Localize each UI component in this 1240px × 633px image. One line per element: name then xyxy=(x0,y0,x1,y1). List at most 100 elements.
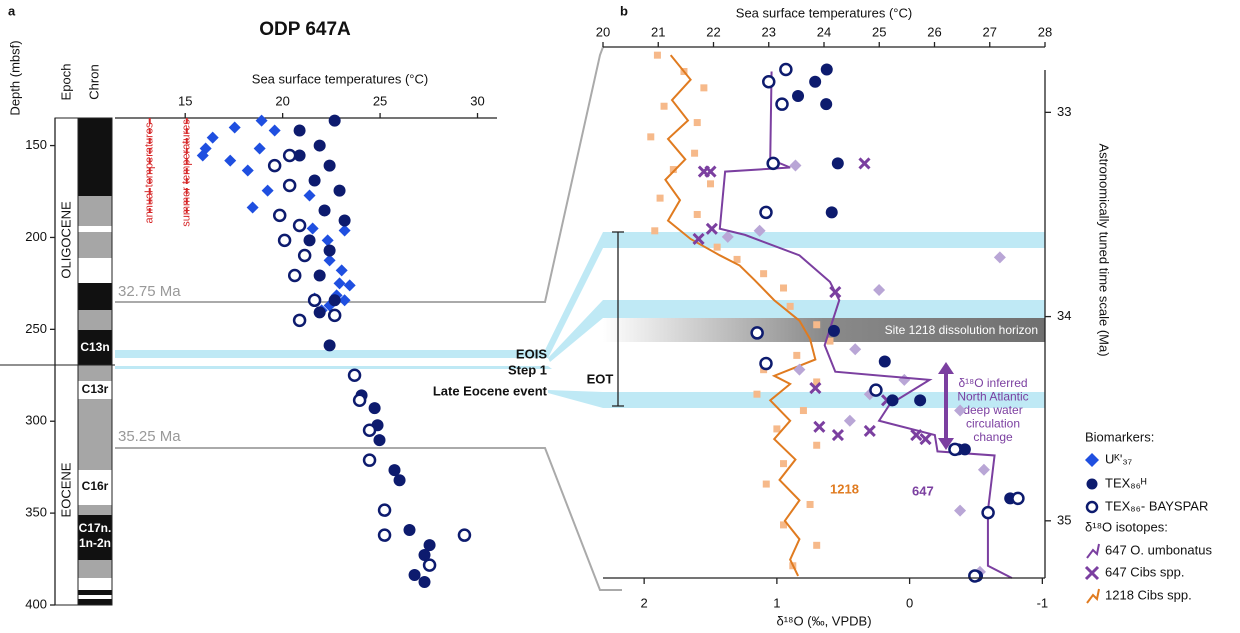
point xyxy=(653,51,661,59)
point xyxy=(328,114,341,127)
point xyxy=(762,480,770,488)
x2-tick-label: 0 xyxy=(906,595,913,610)
legend-swatch xyxy=(1086,588,1100,604)
point xyxy=(820,63,833,76)
point xyxy=(228,121,241,134)
line xyxy=(718,71,1013,579)
point xyxy=(762,74,776,89)
point xyxy=(196,149,209,162)
point xyxy=(457,528,472,542)
annotation: Step 1 xyxy=(508,362,547,377)
arrowhead xyxy=(938,438,954,450)
y-axis-label: Depth (mbsf) xyxy=(7,40,22,115)
x-tick-label: 28 xyxy=(1038,24,1052,39)
point xyxy=(759,205,773,220)
connector xyxy=(548,390,603,408)
point xyxy=(733,255,741,263)
point xyxy=(255,114,268,127)
y-tick-label: 150 xyxy=(25,137,47,152)
point xyxy=(297,248,312,263)
x-axis-label: Sea surface temperatures (°C) xyxy=(736,5,912,20)
point xyxy=(813,541,821,549)
point xyxy=(241,164,254,177)
x2-tick-label: 1 xyxy=(773,595,780,610)
point xyxy=(780,460,788,468)
annotation: Late Eocene event xyxy=(433,383,548,398)
point xyxy=(793,363,806,376)
point xyxy=(267,158,282,173)
y-tick-label: 33 xyxy=(1057,104,1071,119)
point xyxy=(261,184,274,197)
point xyxy=(981,505,995,520)
point xyxy=(323,339,336,352)
epoch-column xyxy=(54,117,79,606)
x-tick-label: 21 xyxy=(651,24,665,39)
point xyxy=(753,390,761,398)
y-tick-label: 200 xyxy=(25,229,47,244)
point xyxy=(919,433,932,446)
arrowhead xyxy=(938,362,954,374)
point xyxy=(713,243,721,251)
point xyxy=(954,404,967,417)
point xyxy=(292,313,307,328)
chron-label: C16r xyxy=(82,479,109,493)
annotation: 1218 xyxy=(830,481,859,496)
point xyxy=(277,233,292,248)
point xyxy=(307,293,322,308)
point xyxy=(343,279,356,292)
connector xyxy=(548,300,603,362)
legend-swatch xyxy=(1086,478,1098,490)
legend-label: 647 Cibs spp. xyxy=(1105,564,1185,579)
point xyxy=(293,124,306,137)
point xyxy=(660,102,668,110)
epoch-label: EOCENE xyxy=(58,462,73,517)
connector-line xyxy=(115,447,622,591)
point xyxy=(775,97,789,111)
point xyxy=(813,378,821,386)
point xyxy=(333,277,346,290)
chart-title: ODP 647A xyxy=(259,19,351,40)
y-tick-label: 300 xyxy=(25,413,47,428)
point xyxy=(863,424,876,438)
annotation: 35.25 Ma xyxy=(118,428,181,445)
annotation: deep water xyxy=(963,403,1022,417)
point xyxy=(831,157,844,170)
annotation: change xyxy=(973,430,1013,444)
point xyxy=(753,224,766,237)
legend-label: 647 O. umbonatus xyxy=(1105,542,1212,557)
point xyxy=(362,453,377,467)
x-tick-label: 20 xyxy=(596,24,610,39)
point xyxy=(328,294,341,307)
annotation: EOT xyxy=(587,371,614,386)
point xyxy=(338,224,351,237)
point xyxy=(418,549,431,562)
point xyxy=(292,218,307,233)
point xyxy=(704,165,717,178)
point xyxy=(993,251,1006,264)
point xyxy=(968,569,982,583)
point xyxy=(313,306,326,319)
point xyxy=(843,414,856,427)
point xyxy=(898,373,911,386)
point xyxy=(327,308,342,323)
point xyxy=(831,428,844,442)
legend-label: 1218 Cibs spp. xyxy=(1105,587,1192,602)
eot-bracket xyxy=(612,231,624,407)
line xyxy=(664,54,817,577)
y-axis-label: Astronomically tuned time scale (Ma) xyxy=(1097,143,1112,356)
x-tick-label: 20 xyxy=(275,93,289,108)
point xyxy=(408,569,421,582)
band xyxy=(603,392,1045,408)
point xyxy=(773,425,781,433)
point xyxy=(224,154,237,167)
legend-swatch xyxy=(1084,565,1100,581)
point xyxy=(878,355,891,368)
point xyxy=(323,159,336,172)
legend-swatch xyxy=(1086,543,1100,559)
legend-label: Uᴷ'₃₇ xyxy=(1105,451,1133,466)
point xyxy=(849,343,862,356)
point xyxy=(306,222,319,235)
x-tick-label: 26 xyxy=(927,24,941,39)
point xyxy=(779,62,793,77)
